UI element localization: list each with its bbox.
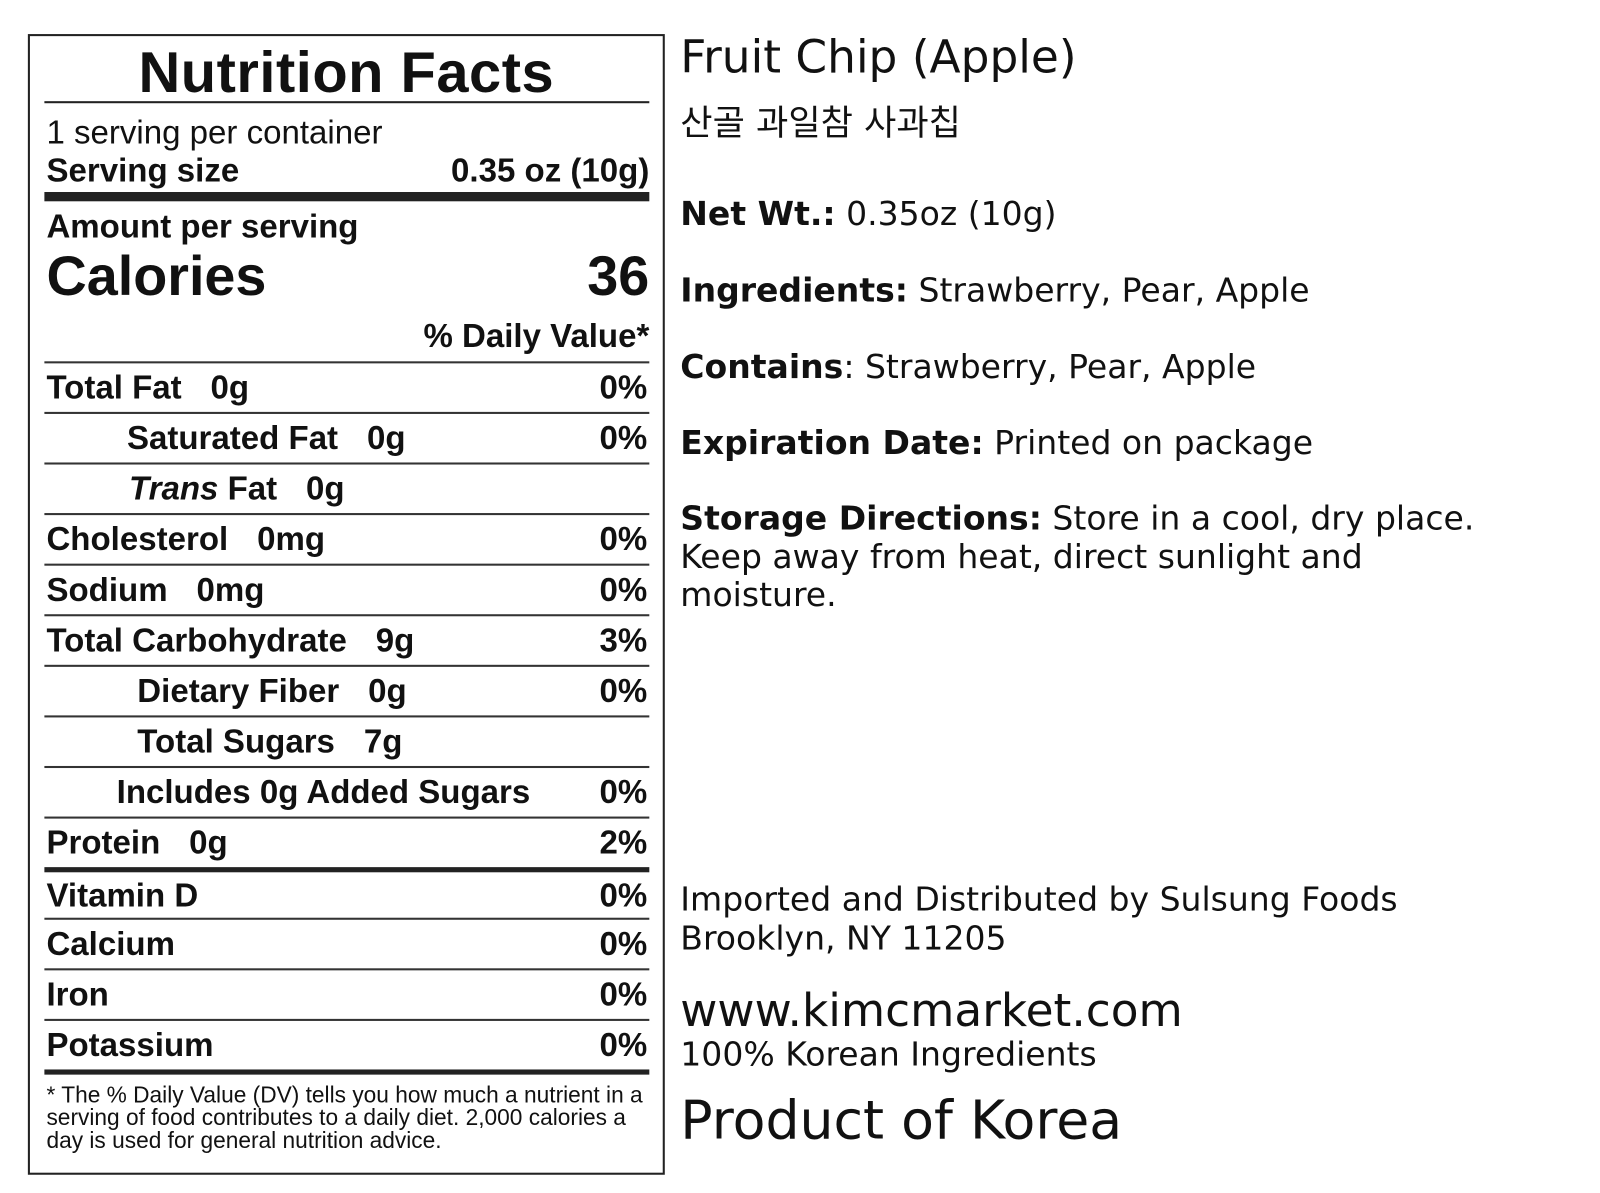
thick-divider <box>44 192 650 202</box>
nutrient-row-total-carbohydrate: Total Carbohydrate 9g 3% <box>44 614 650 665</box>
storage-line: moisture. <box>680 574 837 615</box>
nutrient-dv: 0% <box>599 368 648 406</box>
product-name: Fruit Chip (Apple) <box>680 30 1077 84</box>
nutrient-dv: 0% <box>599 875 648 914</box>
ingredients: Ingredients: Strawberry, Pear, Apple <box>680 270 1309 309</box>
nutrient-label: Dietary Fiber <box>137 672 340 710</box>
nutrient-row-dietary-fiber: Dietary Fiber 0g 0% <box>44 664 650 716</box>
nutrient-label: Saturated Fat <box>126 419 339 457</box>
nutrient-row-total-fat: Total Fat 0g 0% <box>44 361 650 412</box>
contains-value: : Strawberry, Pear, Apple <box>843 346 1257 387</box>
nutrient-dv: 2% <box>599 823 648 861</box>
nutrient-row-vitamin-d: Vitamin D 0% <box>44 867 650 918</box>
importer-info: Imported and Distributed by Sulsung Food… <box>680 880 1397 958</box>
nutrient-label: Includes 0g Added Sugars <box>116 773 531 811</box>
nutrient-row-iron: Iron 0% <box>44 968 650 1019</box>
nutrient-row-total-sugars: Total Sugars 7g <box>44 715 650 766</box>
nutrient-row-added-sugars: Includes 0g Added Sugars 0% <box>44 765 650 817</box>
serving-size-value: 0.35 oz (10g) <box>451 151 650 189</box>
nutrient-row-calcium: Calcium 0% <box>44 917 650 969</box>
nutrient-label: Total Fat <box>46 368 182 406</box>
importer-line: Imported and Distributed by Sulsung Food… <box>680 879 1398 919</box>
nutrient-row-protein: Protein 0g 2% <box>44 816 650 868</box>
calories-value: 36 <box>587 245 650 308</box>
nutrient-label: Total Carbohydrate <box>46 621 347 659</box>
ingredients-value: Strawberry, Pear, Apple <box>907 270 1310 310</box>
nutrient-dv: 0% <box>599 975 648 1013</box>
nutrition-facts-panel: Nutrition Facts 1 serving per container … <box>27 34 665 1175</box>
nutrient-amount: 0mg <box>196 570 265 609</box>
website-link[interactable]: www.kimcmarket.com <box>680 984 1183 1038</box>
nutrient-dv: 0% <box>599 672 648 710</box>
daily-value-header: % Daily Value* <box>423 316 650 355</box>
nutrient-row-potassium: Potassium 0% <box>44 1018 650 1070</box>
expiration-label: Expiration Date: <box>680 423 984 463</box>
nutrient-list: Total Fat 0g 0% Saturated Fat 0g 0% Trans Fa… <box>44 361 650 1075</box>
storage-label: Storage Directions: <box>680 498 1042 538</box>
expiration-value: Printed on package <box>983 423 1314 463</box>
net-weight-value: 0.35oz (10g) <box>835 194 1057 234</box>
nutrient-dv: 0% <box>599 1026 648 1064</box>
nutrient-label: Sodium <box>46 570 168 609</box>
serving-size-label: Serving size <box>46 151 240 189</box>
nutrient-amount: 0g <box>366 419 406 457</box>
nutrient-dv: 0% <box>599 924 648 963</box>
storage-line: Store in a cool, dry place. <box>1041 498 1475 538</box>
korean-ingredients-claim: 100% Korean Ingredients <box>680 1034 1097 1074</box>
nutrient-label: Total Sugars <box>137 722 335 760</box>
nutrient-amount: 0g <box>210 368 250 406</box>
nutrient-label: Protein <box>46 823 161 861</box>
nutrient-label: Fat <box>218 469 278 507</box>
expiration-date: Expiration Date: Printed on package <box>680 423 1313 462</box>
contains: Contains: Strawberry, Pear, Apple <box>680 347 1256 386</box>
ingredients-label: Ingredients: <box>680 270 908 310</box>
nutrient-row-sodium: Sodium 0mg 0% <box>44 563 650 615</box>
nutrient-amount: 9g <box>375 621 415 659</box>
nutrient-label: Iron <box>46 975 109 1013</box>
nutrient-dv: 0% <box>599 520 648 558</box>
divider <box>44 101 650 104</box>
nutrient-label: Cholesterol <box>46 520 229 558</box>
nutrient-amount: 0mg <box>257 520 325 558</box>
nutrient-label-italic: Trans <box>129 469 219 507</box>
nutrient-amount: 7g <box>363 722 403 760</box>
nutrient-label: Vitamin D <box>46 875 199 914</box>
nutrient-label: Potassium <box>46 1026 214 1064</box>
nutrient-amount: 0g <box>368 672 407 710</box>
nutrient-dv: 0% <box>599 419 648 457</box>
net-weight: Net Wt.: 0.35oz (10g) <box>680 194 1056 233</box>
nutrient-row-trans-fat: Trans Fat 0g <box>44 462 650 513</box>
nutrient-dv: 0% <box>599 570 648 609</box>
nutrient-label: Calcium <box>46 924 175 963</box>
storage-directions: Storage Directions: Store in a cool, dry… <box>680 498 1475 615</box>
calories-label: Calories <box>46 245 267 308</box>
nutrient-amount: 0g <box>306 469 345 507</box>
nutrient-amount: 0g <box>189 823 228 861</box>
nutrient-row-cholesterol: Cholesterol 0mg 0% <box>44 513 650 564</box>
daily-value-footnote: * The % Daily Value (DV) tells you how m… <box>46 1081 643 1154</box>
nutrient-dv: 0% <box>599 773 648 811</box>
servings-per-container: 1 serving per container <box>46 113 383 151</box>
product-origin: Product of Korea <box>680 1090 1123 1153</box>
thick-divider <box>44 1069 650 1075</box>
nutrient-row-saturated-fat: Saturated Fat 0g 0% <box>44 411 650 463</box>
net-weight-label: Net Wt.: <box>680 194 836 234</box>
contains-label: Contains <box>680 346 844 387</box>
importer-address: Brooklyn, NY 11205 <box>680 918 1007 958</box>
product-korean-name: 산골 과일참 사과칩 <box>680 103 961 145</box>
amount-per-serving: Amount per serving <box>46 207 359 245</box>
nutrient-dv: 3% <box>599 621 648 659</box>
nutrition-facts-title: Nutrition Facts <box>138 39 555 105</box>
storage-line: Keep away from heat, direct sunlight and <box>680 536 1363 577</box>
